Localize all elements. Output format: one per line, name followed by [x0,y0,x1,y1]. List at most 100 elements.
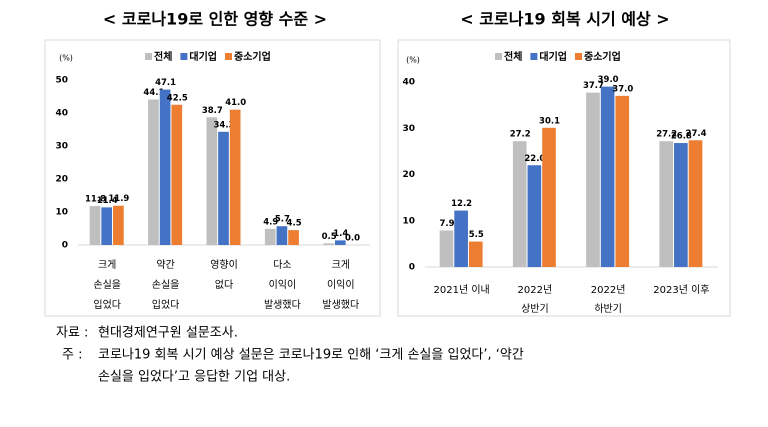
y-tick-label: 20 [55,175,68,185]
value-label: 5.5 [469,230,484,240]
value-label: 4.5 [287,219,302,229]
panel [397,39,731,317]
x-tick-label: 2022년 [591,284,626,296]
value-label: 27.2 [510,130,531,140]
y-tick-label: 20 [402,170,415,180]
bar [171,104,183,245]
y-tick-label: 30 [402,124,415,134]
panel [44,39,381,317]
value-label: 11.4 [97,196,118,206]
x-tick-label: 2022년 [518,284,553,296]
legend-label: 중소기업 [234,50,271,63]
y-tick-label: 0 [62,241,68,251]
value-label: 0.5 [322,232,337,242]
legend-label: 대기업 [539,50,567,63]
value-label: 39.0 [598,75,619,85]
bar [159,89,171,245]
y-tick-label: 30 [55,142,68,152]
x-tick-label: 크게 [332,259,350,271]
x-tick-label: 2021년 이내 [434,284,490,296]
x-tick-label: 손실을 [152,279,180,291]
value-label: 5.7 [275,215,290,225]
value-label: 30.1 [539,116,560,126]
value-label: 22.0 [524,154,545,164]
bar [688,140,703,267]
chart-title: < 코로나19 회복 시기 예상 > [460,10,669,29]
legend-label: 중소기업 [584,50,621,63]
bar [276,226,288,245]
bar [542,127,556,267]
bar [600,86,615,267]
bar [288,230,299,245]
bar [218,131,229,245]
value-label: 47.1 [155,78,176,88]
y-tick-label: 40 [55,109,68,119]
bar [323,243,334,245]
legend-swatch [575,53,583,60]
source-label: 자료 : [56,326,88,341]
legend-swatch [495,53,502,60]
x-tick-label: 하반기 [594,302,622,315]
value-label: 27.4 [686,129,707,139]
legend-swatch [530,53,538,60]
x-tick-label: 약간 [156,259,174,271]
x-tick-label: 이익이 [269,279,297,291]
bar [229,109,241,245]
bar [101,207,113,245]
x-tick-label: 없다 [215,278,233,291]
bar [148,99,159,245]
bar [113,205,124,245]
value-label: 44.1 [143,88,164,98]
x-tick-label: 입었다 [152,298,180,311]
bar [615,95,630,267]
source-text: 현대경제연구원 설문조사. [98,326,238,341]
bar [527,165,542,267]
value-label: 42.5 [167,93,188,103]
x-tick-label: 영향이 [210,259,238,271]
x-tick-label: 발생했다 [264,298,301,311]
unit-label: (%) [406,56,420,65]
value-label: 26.8 [671,132,692,142]
value-label: 4.9 [263,217,278,227]
x-tick-label: 발생했다 [322,298,359,311]
x-tick-label: 손실을 [93,279,121,291]
x-tick-label: 다소 [273,259,291,271]
note-label: 주 : [62,348,82,363]
value-label: 27.2 [656,130,677,140]
value-label: 11.8 [85,195,106,205]
value-label: 1.4 [333,229,348,239]
y-tick-label: 10 [402,216,415,226]
bar [586,92,600,267]
value-label: 41.0 [225,98,246,108]
legend-label: 전체 [154,50,172,63]
y-tick-label: 50 [55,76,68,86]
bar [674,143,688,267]
note-text: 손실을 입었다’고 응답한 기업 대상. [98,370,290,385]
value-label: 38.7 [202,106,223,116]
legend-swatch [225,53,233,60]
value-label: 37.0 [612,84,633,94]
bar [264,228,276,245]
chart-title: < 코로나19로 인한 영향 수준 > [103,10,327,29]
note-text: 코로나19 회복 시기 예상 설문은 코로나19로 인해 ‘크게 손실을 입었다… [98,348,524,363]
bar [334,240,346,245]
x-tick-label: 이익이 [327,279,355,291]
value-label: 7.9 [439,219,454,229]
x-tick-label: 입었다 [93,298,121,311]
x-tick-label: 2023년 이후 [653,284,709,296]
bar [206,117,218,245]
bar [439,230,454,267]
legend-label: 대기업 [189,50,217,63]
value-label: 12.2 [451,199,472,209]
legend-swatch [180,53,188,60]
y-tick-label: 10 [55,208,68,218]
bar [454,210,468,267]
bar [89,206,101,245]
y-tick-label: 0 [409,263,415,273]
bar [468,241,483,267]
x-tick-label: 상반기 [521,303,549,315]
legend-label: 전체 [504,50,522,63]
value-label: 37.7 [583,81,604,91]
value-label: 11.9 [108,194,129,204]
